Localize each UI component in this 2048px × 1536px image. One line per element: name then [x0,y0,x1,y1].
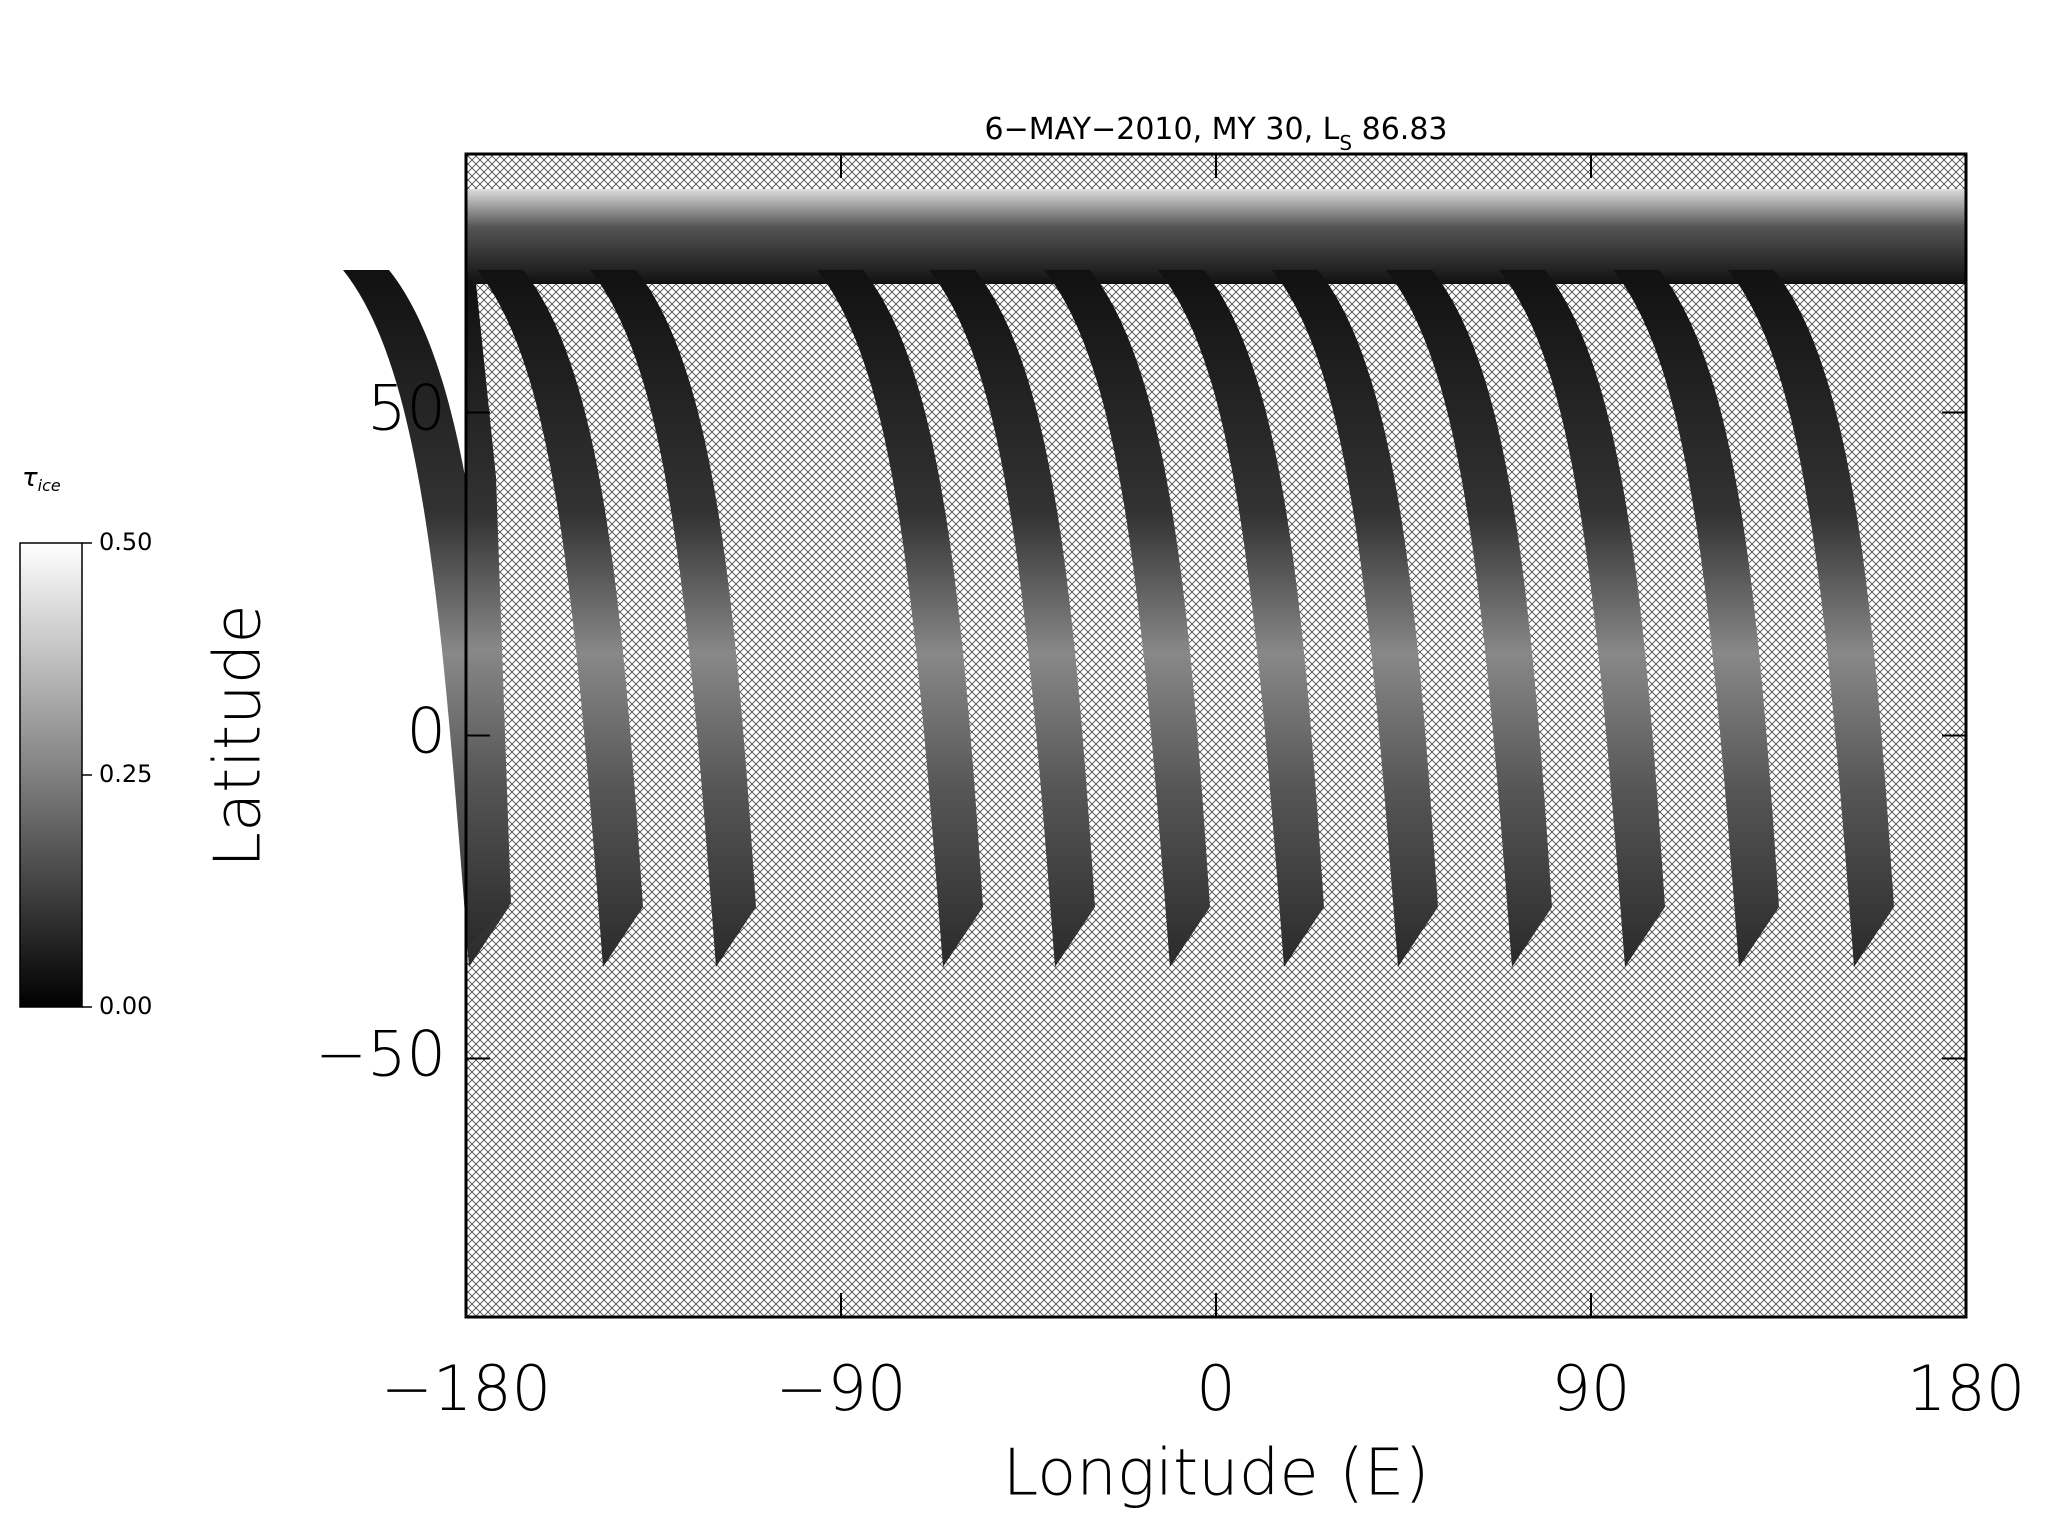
colorbar-title: τice [22,463,61,495]
x-tick-label: 90 [1552,1352,1631,1425]
swath [1499,270,1665,967]
x-tick-label: −90 [776,1352,907,1425]
polar-band [466,189,1966,284]
chart-title: 6−MAY−2010, MY 30, LS 86.83 [984,112,1447,155]
y-tick-label: 50 [367,371,446,444]
swath [477,270,643,967]
swath [1613,270,1779,967]
swath [590,270,756,967]
colorbar-tick-label: 0.50 [99,528,152,556]
swath [929,270,1095,967]
colorbar-tick-label: 0.25 [99,760,152,788]
swath [1272,270,1438,967]
colorbar [19,542,83,1008]
swath [1158,270,1324,967]
x-tick-label: 0 [1196,1352,1235,1425]
colorbar-tick-label: 0.00 [99,992,152,1020]
y-tick-label: −50 [315,1018,446,1091]
y-axis-title: Latitude [202,604,276,867]
swath [466,283,511,949]
y-tick-label: 0 [407,695,446,768]
x-tick-label: 180 [1907,1352,2025,1425]
swath [1044,270,1210,967]
swath [1728,270,1894,967]
swath [1386,270,1552,967]
x-tick-label: −180 [381,1352,551,1425]
x-axis-title: Longitude (E) [1003,1437,1430,1511]
swath [817,270,983,967]
